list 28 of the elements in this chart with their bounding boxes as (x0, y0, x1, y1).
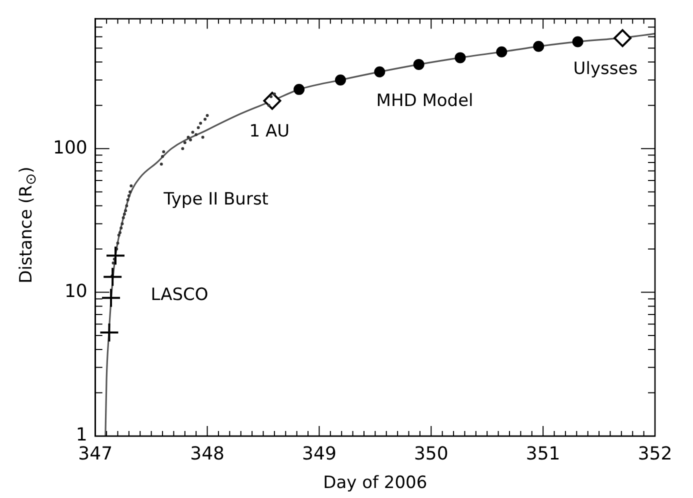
point (106, 246, 126, 266)
annotation: 1 AU (249, 121, 290, 142)
x-tick-label: 350 (414, 443, 448, 464)
point (374, 66, 386, 78)
point (496, 46, 508, 58)
y-tick-label: 1 (76, 424, 88, 446)
annotation: Ulysses (573, 59, 638, 80)
annotation: Type II Burst (162, 190, 269, 210)
point (294, 84, 305, 95)
y-tick-label: 10 (64, 280, 88, 302)
x-tick-label: 352 (638, 443, 672, 464)
point (454, 52, 466, 64)
x-tick-label: 347 (78, 443, 113, 464)
point (99, 322, 120, 343)
x-tick-label: 349 (302, 443, 336, 464)
x-axis-title: Day of 2006 (323, 473, 428, 494)
point (334, 74, 346, 86)
point (413, 58, 424, 70)
point (101, 288, 122, 308)
point (572, 36, 584, 48)
y-tick-label: 100 (52, 137, 88, 158)
annotation: MHD Model (376, 90, 474, 111)
point (102, 266, 123, 287)
x-tick-label: 351 (526, 443, 560, 464)
point (533, 40, 544, 52)
x-tick-label: 348 (190, 443, 224, 464)
annotation: LASCO (150, 285, 208, 306)
point (614, 29, 632, 48)
